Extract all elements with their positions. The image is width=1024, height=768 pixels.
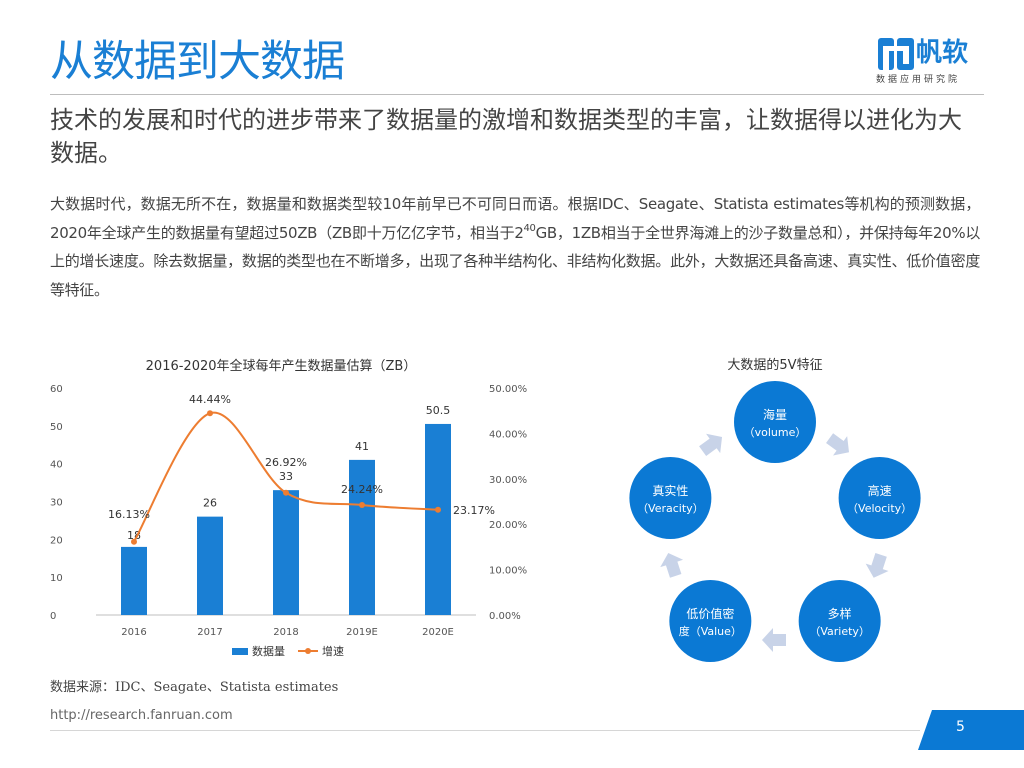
growth-value-label: 16.13% [108,508,150,521]
y2-tick-label: 0.00% [489,611,521,622]
v-node-circle [629,457,712,540]
v-node-label: 高速 [868,483,892,498]
v-node-circle [734,381,816,463]
legend-line-marker [305,648,311,654]
v-node-circle [798,579,881,662]
page-title: 从数据到大数据 [50,37,345,87]
v-node-sublabel: （Velocity） [847,502,912,515]
v-node-label: 低价值密 [686,606,734,621]
y-tick-label: 10 [50,573,63,584]
v-node-label: 海量 [763,407,787,422]
bar-2018 [273,490,299,615]
legend-bar-label: 数据量 [252,644,285,658]
data-volume-chart: 2016-2020年全球每年产生数据量估算（ZB） 0 10 20 30 40 50 60 0.… [50,358,527,658]
cycle-arrow-icon [762,628,786,652]
page-number: 5 [956,719,965,735]
cycle-arrow-icon [660,553,684,578]
y-tick-label: 30 [50,498,63,509]
bar-2017 [197,516,223,615]
growth-value-label: 24.24% [341,483,383,496]
cycle-arrow-icon [865,553,889,578]
y2-tick-label: 50.00% [489,384,527,395]
bar-value-label: 26 [203,497,217,510]
footer-url[interactable]: http://research.fanruan.com [50,708,233,723]
y2-tick-label: 10.00% [489,566,527,577]
y-tick-label: 50 [50,422,63,433]
legend-line-label: 增速 [322,644,344,658]
diagram-title: 大数据的5V特征 [727,357,822,373]
y-tick-label: 0 [50,611,56,622]
page-number-badge [918,710,1024,750]
legend-bar-swatch [232,648,248,655]
growth-point [207,410,213,417]
growth-point [131,538,137,545]
growth-point [283,489,289,496]
chart-title: 2016-2020年全球每年产生数据量估算（ZB） [146,358,417,374]
y2-tick-label: 40.00% [489,429,527,440]
cycle-arrow-icon [826,433,849,456]
v-node-sublabel: （Variety） [809,625,870,638]
x-tick-label: 2019E [346,627,378,638]
x-tick-label: 2018 [273,627,298,638]
v-node-sublabel: 度（Value） [679,624,742,638]
body-paragraph: 大数据时代，数据无所不在，数据量和数据类型较10年前早已不可同日而语。根据IDC… [50,190,980,304]
data-source: 数据来源：IDC、Seagate、Statista estimates [50,680,339,695]
growth-value-label: 23.17% [453,504,495,517]
y-tick-label: 20 [50,535,63,546]
bar-value-label: 41 [355,440,369,453]
growth-value-label: 44.44% [189,393,231,406]
v-node-circle [669,579,752,662]
v-node-sublabel: （volume） [744,426,807,439]
body-text-part2: GB，1ZB相当于全世界海滩上的沙子数量总和），并保持每年20%以上的增长速度。… [50,223,980,299]
brand-logo: 帆软 数据应用研究院 [876,36,986,88]
growth-value-label: 26.92% [265,456,307,469]
bar-2019E [349,459,375,615]
v-node-sublabel: （Veracity） [637,502,704,515]
y-tick-label: 40 [50,460,63,471]
footer-divider [50,730,920,731]
bar-value-label: 33 [279,470,293,483]
body-text-part1: 大数据时代，数据无所不在，数据量和数据类型较10年前早已不可同日而语。根据IDC… [50,195,980,242]
slide-subtitle: 技术的发展和时代的进步带来了数据量的激增和数据类型的丰富，让数据得以进化为大数据… [50,106,962,167]
bar-2020E [425,423,451,615]
bar-value-label: 50.5 [426,404,451,417]
growth-line [133,411,439,543]
y2-tick-label: 30.00% [489,475,527,486]
growth-point [435,506,441,513]
x-tick-label: 2020E [422,627,454,638]
v-node-circle [838,457,921,540]
cycle-arrow-icon [699,433,723,456]
v-node-label: 多样 [828,606,852,621]
logo-name: 帆软 [916,38,969,68]
header-divider [50,94,984,95]
v-node-label: 真实性 [652,483,688,498]
logo-subtitle: 数据应用研究院 [876,75,961,85]
y2-tick-label: 20.00% [489,520,527,531]
body-superscript: 40 [523,222,536,234]
bar-value-label: 18 [127,529,141,542]
x-tick-label: 2016 [121,627,146,638]
x-tick-label: 2017 [197,627,222,638]
fanruan-logo-icon [878,38,914,70]
growth-point [359,501,365,508]
bar-2016 [121,546,147,615]
y-tick-label: 60 [50,384,63,395]
